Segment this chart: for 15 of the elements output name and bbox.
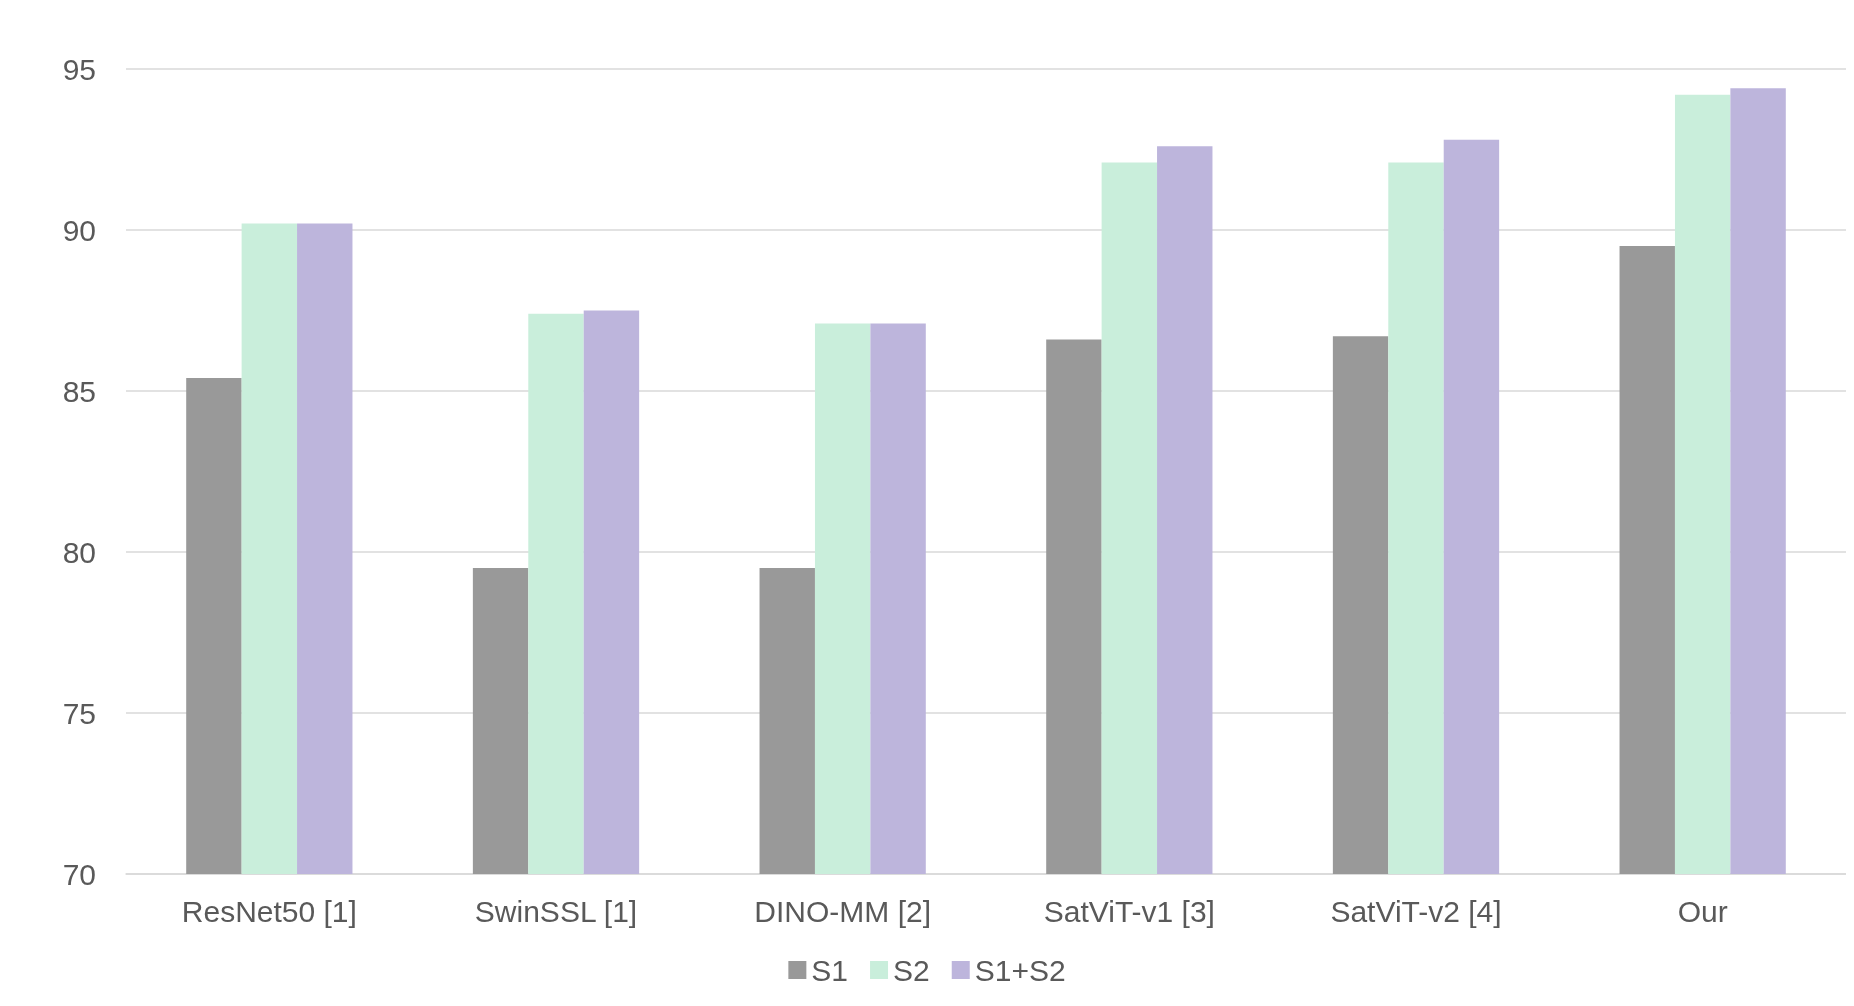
y-tick-label: 85 <box>62 374 96 408</box>
x-tick-label: ResNet50 [1] <box>181 894 357 928</box>
y-tick-label: 90 <box>62 213 96 247</box>
y-tick-label: 75 <box>62 696 96 730</box>
legend-label: S1 <box>811 953 849 987</box>
y-tick-label: 95 <box>62 52 96 86</box>
x-tick-label: SwinSSL [1] <box>474 894 638 928</box>
x-tick-label: SatViT-v2 [4] <box>1330 894 1502 928</box>
x-tick-label: SatViT-v1 [3] <box>1043 894 1215 928</box>
y-tick-label: 70 <box>62 857 96 891</box>
x-tick-label: Our <box>1677 894 1728 928</box>
x-tick-label: DINO-MM [2] <box>754 894 931 928</box>
y-tick-label: 80 <box>62 535 96 569</box>
legend-label: S2 <box>893 953 930 987</box>
legend-label: S1+S2 <box>974 953 1066 987</box>
